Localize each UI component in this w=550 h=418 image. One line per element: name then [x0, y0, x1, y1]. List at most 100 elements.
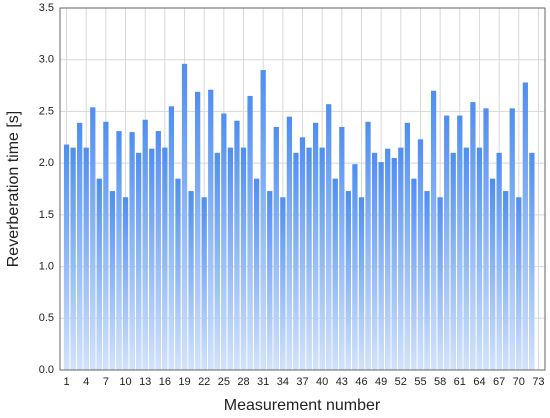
bar	[522, 82, 528, 371]
bar	[299, 137, 306, 370]
y-tick-label: 1.0	[39, 260, 54, 272]
bar-shade	[345, 191, 351, 370]
bar-shade	[463, 147, 469, 370]
bar-shade	[149, 148, 155, 370]
bar-shade	[286, 116, 293, 370]
x-tick-label: 52	[395, 376, 407, 388]
x-tick-label: 13	[139, 376, 151, 388]
bar-shade	[312, 122, 319, 370]
bar	[103, 121, 109, 371]
bar	[136, 152, 142, 370]
bar-shade	[326, 104, 332, 370]
bar-shade	[83, 147, 89, 370]
bar-shade	[365, 121, 371, 371]
bar-shade	[168, 106, 175, 370]
bar	[398, 147, 404, 370]
bar	[332, 178, 338, 370]
x-tick-label: 43	[336, 376, 348, 388]
bar	[371, 152, 378, 370]
x-tick-label: 58	[434, 376, 446, 388]
bar	[365, 121, 371, 371]
bar-shade	[404, 122, 410, 370]
bar-shade	[332, 178, 338, 370]
bar-shade	[280, 197, 286, 370]
x-axis-title: Measurement number	[224, 397, 381, 414]
bar	[319, 147, 325, 370]
bar	[175, 178, 181, 370]
bar-shade	[70, 147, 76, 370]
bar	[208, 89, 214, 371]
y-tick-label: 3.5	[39, 2, 54, 14]
bar-shade	[417, 139, 424, 370]
bar	[463, 147, 469, 370]
bar-shade	[444, 115, 450, 371]
bar-shade	[391, 157, 397, 370]
bar-shade	[208, 89, 214, 371]
bar-shade	[424, 191, 430, 370]
bar	[129, 132, 135, 370]
bar	[214, 152, 220, 370]
bar	[312, 122, 319, 370]
x-tick-label: 64	[473, 376, 485, 388]
bar-shade	[260, 70, 266, 371]
bar-shade	[116, 131, 122, 370]
bar-shade	[254, 178, 260, 370]
bar	[516, 197, 522, 370]
x-tick-label: 46	[355, 376, 367, 388]
bar	[345, 191, 351, 370]
y-tick-label: 1.5	[39, 209, 54, 221]
bar-shade	[437, 197, 443, 370]
bar	[424, 191, 430, 370]
bar-shade	[103, 121, 109, 371]
x-tick-label: 4	[83, 376, 89, 388]
x-tick-label: 40	[316, 376, 328, 388]
x-tick-label: 25	[218, 376, 230, 388]
bar	[404, 122, 410, 370]
bar-shade	[352, 164, 358, 370]
bar	[529, 152, 535, 370]
x-tick-label: 61	[454, 376, 466, 388]
bar-shade	[96, 178, 102, 370]
bar-shade	[240, 147, 247, 370]
bar-shade	[109, 191, 116, 370]
bar	[221, 113, 227, 371]
bar-shade	[129, 132, 135, 370]
bar-shade	[122, 197, 129, 370]
x-tick-label: 70	[513, 376, 525, 388]
bar	[142, 119, 148, 371]
bar-shade	[175, 178, 181, 370]
x-tick-label: 7	[103, 376, 109, 388]
bar	[181, 63, 188, 370]
bar-shade	[371, 152, 378, 370]
x-tick-label: 67	[493, 376, 505, 388]
bar-shade	[430, 90, 437, 370]
x-tick-label: 31	[257, 376, 269, 388]
x-tick-label: 55	[414, 376, 426, 388]
bar	[457, 115, 463, 371]
bar	[254, 178, 260, 370]
bar	[155, 131, 161, 370]
bar	[267, 191, 273, 370]
x-tick-label: 16	[159, 376, 171, 388]
bar	[476, 147, 483, 370]
bar-shade	[63, 144, 70, 370]
plot-frame	[59, 7, 546, 371]
bar-shade	[411, 178, 417, 370]
bar-shade	[509, 108, 515, 370]
bar	[96, 178, 102, 370]
bar-shade	[496, 152, 502, 370]
bar	[273, 126, 279, 370]
bar-shade	[299, 137, 306, 370]
x-tick-label: 37	[296, 376, 308, 388]
bar	[352, 164, 358, 370]
bar-shade	[227, 147, 234, 370]
bar-shade	[450, 152, 456, 370]
bar	[483, 108, 489, 370]
bar	[358, 197, 365, 370]
x-tick-label: 34	[277, 376, 289, 388]
bar-shade	[483, 108, 489, 370]
x-tick-label: 1	[63, 376, 69, 388]
y-axis-title: Reverberation time [s]	[5, 111, 22, 268]
bar	[430, 90, 437, 370]
